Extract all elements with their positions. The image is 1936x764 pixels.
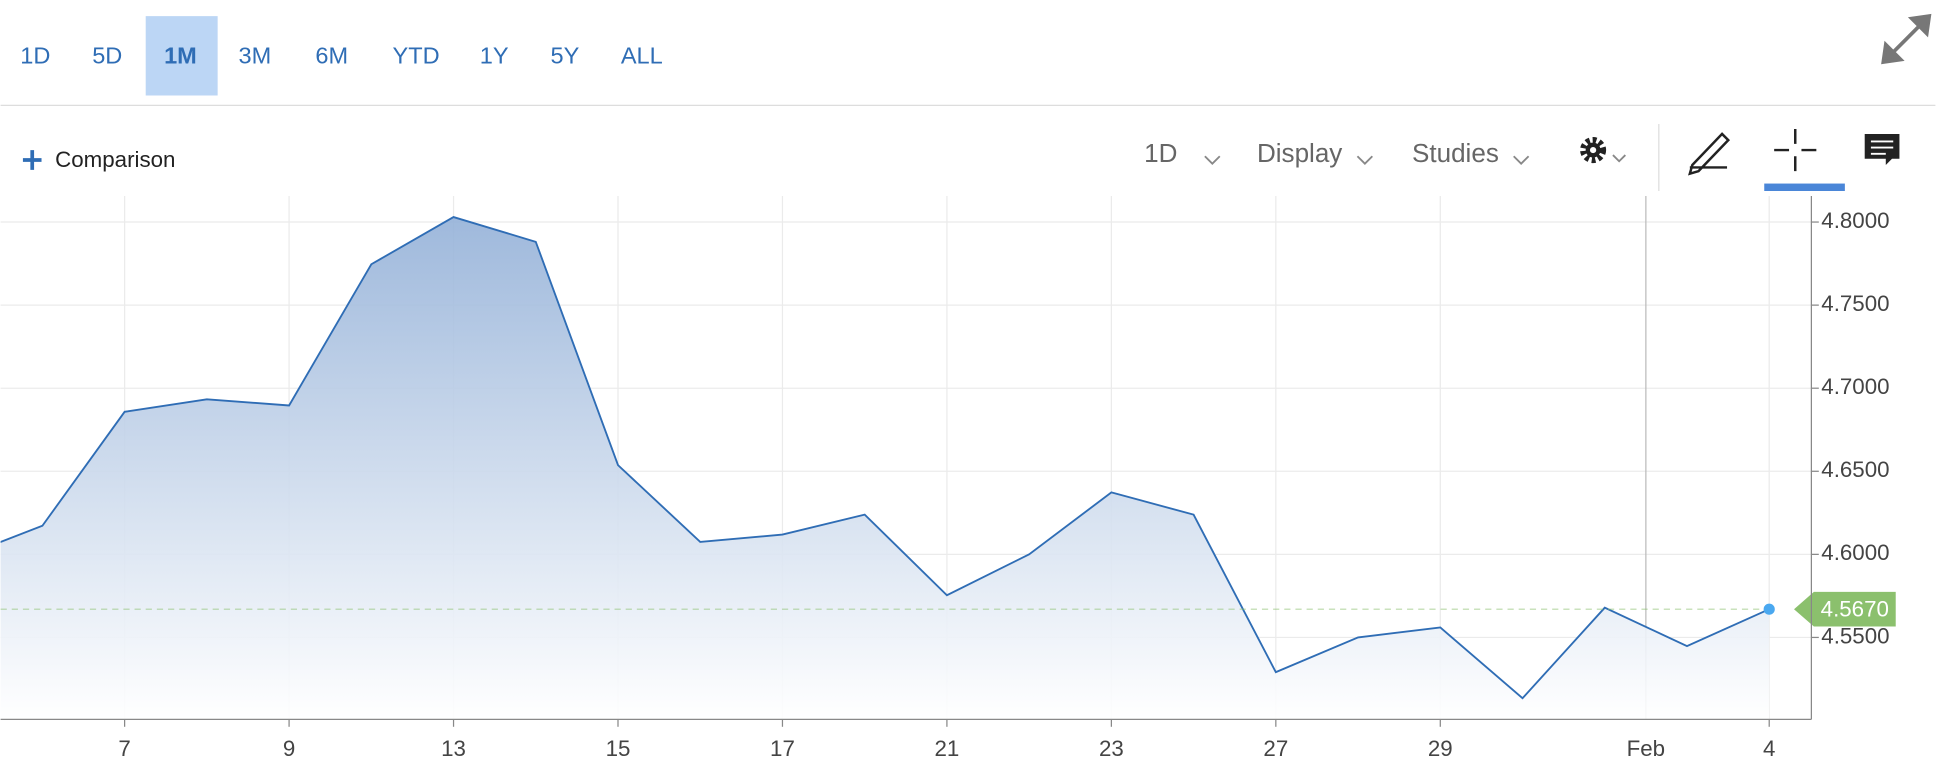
comparison-button[interactable]: Comparison (22, 147, 176, 172)
plus-icon (22, 150, 42, 170)
crosshair-active-bar (1764, 183, 1845, 191)
month-label: Feb (1627, 736, 1665, 761)
y-tick-label: 4.7500 (1821, 291, 1889, 316)
range-tab[interactable]: 5D (92, 42, 122, 68)
y-tick-label: 4.6000 (1821, 540, 1889, 565)
expand-icon[interactable] (1881, 13, 1932, 65)
y-tick-label: 4.6500 (1821, 457, 1889, 482)
y-tick-label: 4.7000 (1821, 374, 1889, 399)
crosshair-icon[interactable] (1774, 128, 1817, 172)
range-tab[interactable]: 1M (164, 42, 197, 68)
range-tab[interactable]: 1Y (480, 42, 509, 68)
menu-label[interactable]: Studies (1412, 138, 1499, 168)
x-tick-label: 29 (1428, 736, 1453, 761)
y-tick-label: 4.8000 (1821, 208, 1889, 233)
menu-label[interactable]: 1D (1144, 138, 1177, 168)
area (0, 217, 1770, 720)
x-tick-label: 15 (606, 736, 631, 761)
selected-range-bg (145, 16, 218, 96)
x-tick-label: 23 (1099, 736, 1124, 761)
x-tick-label: 13 (441, 736, 466, 761)
range-tab[interactable]: YTD (393, 42, 440, 68)
x-tick-label: 17 (770, 736, 795, 761)
line (0, 216, 1770, 700)
range-tab[interactable]: 6M (315, 42, 348, 68)
draw-icon[interactable] (1688, 132, 1731, 176)
last-value-badge (1794, 591, 1896, 627)
menu-label[interactable]: Display (1257, 138, 1342, 168)
comparison-label: Comparison (55, 147, 175, 172)
last-value-label: 4.5670 (1821, 596, 1889, 621)
range-tab[interactable]: 3M (238, 42, 271, 68)
x-tick-label: 27 (1263, 736, 1288, 761)
chevron (1513, 155, 1530, 166)
x-tick-label: 21 (935, 736, 960, 761)
range-tab[interactable]: ALL (621, 42, 663, 68)
x-tick-label: 7 (118, 736, 130, 761)
range-tab[interactable]: 1D (20, 42, 50, 68)
x-tick-label: 4 (1763, 736, 1775, 761)
chevron (1356, 155, 1373, 166)
x-tick-label: 9 (283, 736, 295, 761)
chevron (1204, 155, 1221, 166)
comment-icon[interactable] (1864, 133, 1900, 165)
settings-icon[interactable] (1580, 137, 1626, 164)
range-tab[interactable]: 5Y (551, 42, 580, 68)
y-tick-label: 4.5500 (1821, 623, 1889, 648)
last-point (1763, 603, 1775, 615)
